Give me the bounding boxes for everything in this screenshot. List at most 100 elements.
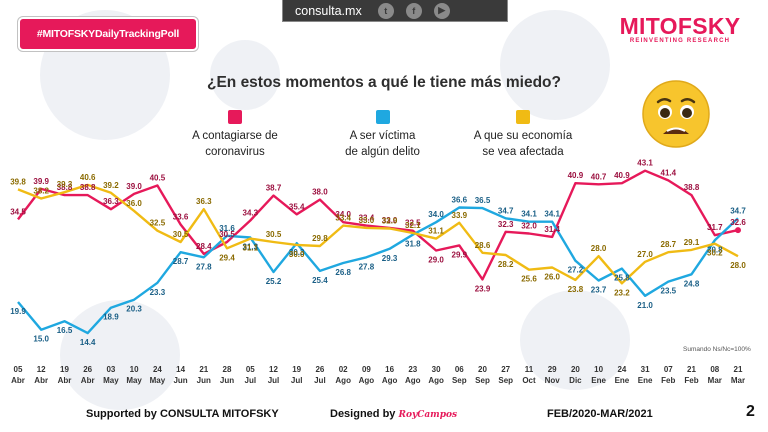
x-tick-day: 05 [14,365,23,374]
data-label: 29.1 [684,238,700,247]
data-label: 30.0 [289,250,305,259]
data-label: 25.4 [312,276,328,285]
data-label: 32.3 [498,220,514,229]
data-label: 31.7 [707,223,723,232]
x-tick-month: Ene [615,376,630,385]
data-label: 27.8 [196,262,212,271]
x-tick-day: 28 [223,365,232,374]
x-tick-day: 24 [617,365,626,374]
data-label: 29.8 [312,234,328,243]
data-label: 39.9 [33,177,49,186]
youtube-icon[interactable]: ▶ [433,2,450,19]
data-label: 28.7 [173,257,189,266]
x-tick-day: 12 [269,365,278,374]
x-tick-month: Sep [498,376,513,385]
data-label: 38.7 [266,184,282,193]
data-label: 23.7 [591,286,607,295]
site-link[interactable]: consulta.mx [295,3,362,18]
data-label: 32.5 [405,219,421,228]
x-tick-day: 07 [664,365,673,374]
x-tick-day: 14 [176,365,185,374]
x-tick-month: Jun [173,376,187,385]
twitter-icon[interactable]: t [377,2,394,19]
data-label: 30.2 [707,249,723,258]
x-tick-month: Abr [11,376,25,385]
x-tick-day: 21 [199,365,208,374]
legend-swatch-pink [228,110,242,124]
data-label: 21.0 [637,301,653,310]
data-label: 36.3 [196,197,212,206]
data-label: 38.2 [33,187,49,196]
footer-supported: Supported by CONSULTA MITOFSKY [86,408,279,420]
x-tick-month: Dic [569,376,582,385]
x-tick-month: Ago [359,376,375,385]
x-tick-month: May [103,376,119,385]
data-label: 28.0 [591,244,607,253]
data-label: 40.7 [591,172,607,181]
x-tick-day: 05 [246,365,255,374]
x-tick-month: Jul [268,376,280,385]
legend-label-line: coronavirus [205,146,265,158]
x-tick-day: 12 [37,365,46,374]
background-virus-shape [500,10,610,120]
background-virus-shape [520,290,630,390]
legend-item-economia: A que su economía se vea afectada [463,110,583,160]
data-label: 32.9 [382,217,398,226]
data-label: 33.9 [452,211,468,220]
x-tick-day: 02 [339,365,348,374]
data-label: 29.9 [452,250,468,259]
data-label: 40.9 [614,171,630,180]
data-label: 34.7 [730,206,746,215]
x-tick-month: Abr [81,376,95,385]
legend-item-coronavirus: A contagiarse de coronavirus [170,110,300,160]
legend-label-line: A ser víctima [349,130,416,142]
x-tick-month: Feb [684,376,698,385]
x-tick-month: Ago [428,376,444,385]
x-tick-day: 19 [60,365,69,374]
x-tick-month: Sep [475,376,490,385]
x-tick-day: 21 [687,365,696,374]
data-label: 33.4 [335,214,351,223]
page-number: 2 [746,403,755,420]
data-label: 34.1 [544,210,560,219]
data-label: 39.2 [103,181,119,190]
background-virus-shape [210,40,280,110]
data-label: 15.0 [33,335,49,344]
data-label: 38.8 [80,183,96,192]
data-label: 34.0 [335,210,351,219]
data-label: 33.0 [382,216,398,225]
x-tick-month: Sep [452,376,467,385]
x-tick-day: 27 [501,365,510,374]
data-label: 28.2 [498,260,514,269]
data-label: 34.1 [521,210,537,219]
x-tick-day: 24 [153,365,162,374]
facebook-icon[interactable]: f [405,2,422,19]
x-tick-month: May [150,376,166,385]
x-tick-day: 06 [455,365,464,374]
data-label: 33.6 [173,213,189,222]
series-line-0 [17,169,739,281]
series-end-marker [735,227,741,234]
x-tick-day: 10 [130,365,139,374]
data-label: 28.6 [475,241,491,250]
data-label: 40.6 [80,173,96,182]
data-label: 36.0 [126,199,142,208]
data-label: 34.5 [10,207,26,216]
x-tick-day: 20 [571,365,580,374]
data-label: 14.4 [80,338,96,347]
data-label: 39.0 [126,182,142,191]
data-label: 27.8 [359,262,375,271]
data-label: 33.4 [359,214,375,223]
data-label: 19.9 [10,307,26,316]
data-label: 34.0 [428,210,444,219]
data-label: 32.6 [730,218,746,227]
data-label: 31.8 [405,240,421,249]
legend-swatch-blue [375,110,390,124]
x-tick-month: Jun [220,376,234,385]
data-label: 41.4 [661,168,677,177]
hashtag-badge: #MITOFSKYDailyTrackingPoll [18,17,198,51]
background-virus-shape [60,300,180,410]
data-label: 25.8 [614,274,630,283]
footer-designed-label: Designed by [330,408,396,420]
